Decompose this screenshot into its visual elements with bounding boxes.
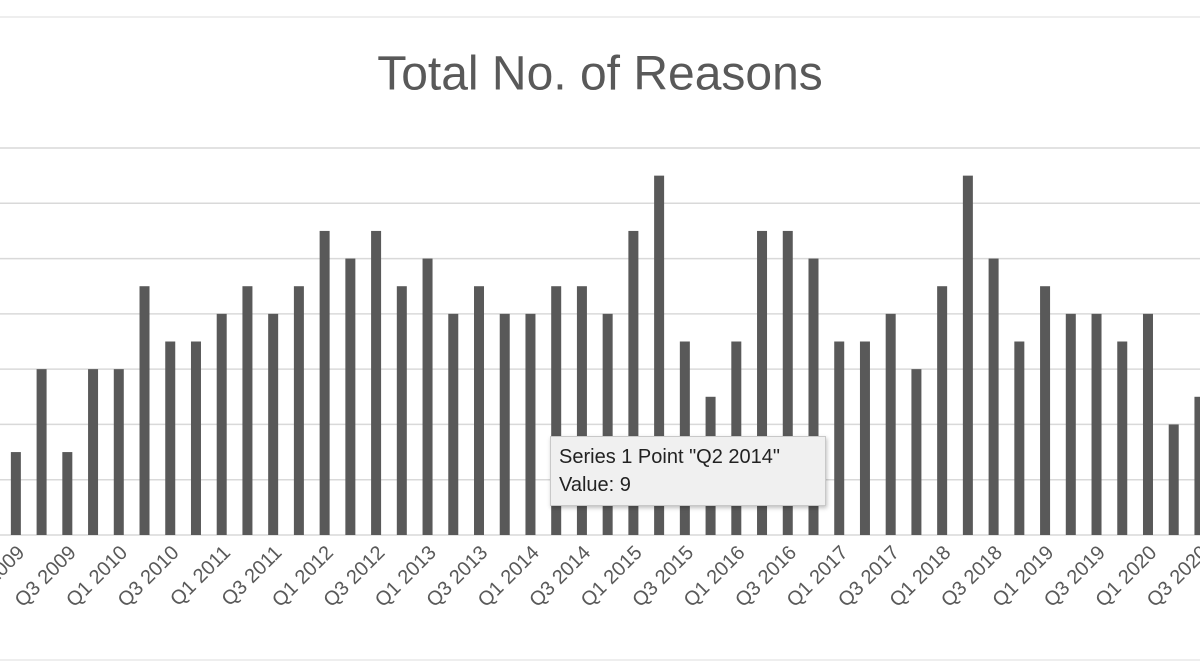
bar bbox=[422, 258, 433, 535]
bar bbox=[1014, 341, 1025, 535]
bar bbox=[242, 286, 253, 535]
bar bbox=[396, 286, 407, 535]
bar bbox=[268, 313, 279, 535]
bar bbox=[859, 341, 870, 535]
bar bbox=[782, 230, 793, 535]
bar bbox=[1142, 313, 1153, 535]
bar bbox=[628, 230, 639, 535]
chart-title: Total No. of Reasons bbox=[377, 48, 823, 101]
bar bbox=[448, 313, 459, 535]
bar bbox=[602, 313, 613, 535]
tooltip: Series 1 Point "Q2 2014" Value: 9 bbox=[550, 436, 826, 506]
bar bbox=[551, 286, 562, 535]
tooltip-line: Series 1 Point "Q2 2014" bbox=[559, 446, 780, 468]
bar bbox=[1091, 313, 1102, 535]
bar bbox=[293, 286, 304, 535]
bar bbox=[911, 369, 922, 535]
bar bbox=[345, 258, 356, 535]
bar bbox=[1194, 396, 1200, 535]
bar bbox=[88, 369, 99, 535]
bar bbox=[139, 286, 150, 535]
bar bbox=[36, 369, 47, 535]
bar bbox=[1040, 286, 1051, 535]
bar bbox=[808, 258, 819, 535]
bar bbox=[988, 258, 999, 535]
bar bbox=[937, 286, 948, 535]
bar bbox=[962, 175, 973, 535]
bar bbox=[62, 452, 73, 535]
bar bbox=[654, 175, 665, 535]
bar bbox=[885, 313, 896, 535]
bar bbox=[1065, 313, 1076, 535]
bar bbox=[1117, 341, 1128, 535]
bar bbox=[216, 313, 227, 535]
bar bbox=[371, 230, 382, 535]
bar bbox=[113, 369, 124, 535]
bar bbox=[757, 230, 768, 535]
bar bbox=[474, 286, 485, 535]
bar bbox=[834, 341, 845, 535]
bar bbox=[525, 313, 536, 535]
bar bbox=[576, 286, 587, 535]
tooltip-line: Value: 9 bbox=[559, 474, 631, 496]
bar bbox=[165, 341, 176, 535]
bar bbox=[190, 341, 201, 535]
bar bbox=[1168, 424, 1179, 535]
bar bbox=[10, 452, 21, 535]
bar bbox=[499, 313, 510, 535]
bar bbox=[319, 230, 330, 535]
